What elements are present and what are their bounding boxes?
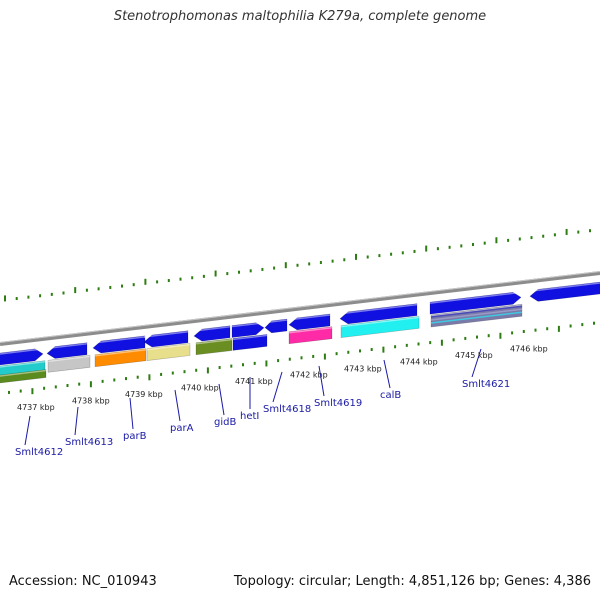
genome-title: Stenotrophomonas maltophilia K279a, comp…	[113, 9, 487, 24]
leader-line	[218, 383, 225, 416]
label-leader-lines	[24, 348, 482, 446]
gene-label: Smlt4621	[462, 379, 510, 390]
leader-line	[174, 389, 181, 422]
leader-line	[74, 406, 79, 436]
gene-highlight	[0, 369, 47, 377]
gene-label: Smlt4618	[263, 404, 311, 415]
gene-highlight	[195, 338, 233, 345]
gene-highlight	[339, 303, 418, 315]
gene-feature	[47, 355, 91, 373]
kbp-label: 4746 kbp	[510, 345, 548, 354]
kbp-label: 4743 kbp	[344, 364, 382, 373]
leader-line	[24, 415, 31, 446]
gene-feature	[288, 313, 331, 331]
gene-highlight	[264, 319, 288, 324]
gene-label: Smlt4612	[15, 447, 63, 458]
gene-highlight	[288, 326, 333, 334]
gene-highlight	[92, 336, 146, 344]
gene-highlight	[430, 304, 523, 317]
gene-highlight	[143, 331, 189, 338]
lower-tick-track	[8, 321, 595, 395]
kbp-label: 4745 kbp	[455, 351, 493, 360]
gene-feature	[232, 334, 268, 351]
position-labels: 4737 kbp 4738 kbp 4739 kbp 4740 kbp 4741 kbp…	[17, 345, 548, 412]
gene-highlight	[429, 291, 522, 304]
gene-label: Smlt4613	[65, 437, 113, 448]
kbp-label: 4741 kbp	[235, 377, 273, 386]
gene-feature	[46, 342, 88, 359]
gene-label: Smlt4619	[314, 398, 362, 409]
gene-feature	[340, 316, 420, 338]
leader-line	[471, 348, 482, 378]
gene-feature	[231, 322, 265, 338]
gene-feature	[94, 348, 147, 368]
leader-line	[318, 365, 325, 397]
gene-highlight	[47, 355, 91, 363]
gene-highlight	[340, 316, 420, 328]
leader-line	[383, 359, 391, 389]
gene-highlight	[146, 343, 191, 351]
gene-label: gidB	[214, 417, 236, 428]
gene-band	[430, 308, 523, 321]
gene-feature	[193, 325, 231, 342]
gene-feature	[339, 303, 418, 325]
gene-highlight	[0, 348, 44, 355]
gene-highlight	[46, 342, 88, 350]
kbp-label: 4744 kbp	[400, 358, 438, 367]
gene-highlight	[288, 314, 331, 321]
gene-highlight	[231, 322, 265, 328]
leader-line	[272, 371, 283, 403]
leader-line	[129, 397, 134, 430]
gene-band	[430, 311, 523, 324]
gene-label: hetI	[240, 411, 259, 422]
gene-feature	[429, 291, 522, 315]
genome-backbone-highlight	[0, 271, 600, 343]
gene-label: parB	[123, 431, 147, 442]
kbp-label: 4738 kbp	[72, 396, 110, 405]
gene-highlight	[232, 334, 268, 341]
gene-feature	[146, 343, 191, 361]
gene-feature	[264, 318, 288, 334]
gene-feature	[288, 326, 333, 345]
gene-highlight	[193, 326, 231, 332]
kbp-label: 4737 kbp	[17, 403, 55, 412]
genome-backbone	[0, 271, 600, 346]
gene-highlight	[529, 282, 600, 293]
gene-feature	[0, 348, 44, 366]
accession-text: Accession: NC_010943	[9, 574, 157, 589]
gene-feature	[143, 330, 189, 348]
gene-label: calB	[380, 390, 401, 401]
gene-highlight	[0, 360, 46, 368]
genome-summary-text: Topology: circular; Length: 4,851,126 bp…	[233, 574, 591, 589]
gene-feature	[195, 338, 233, 356]
gene-label: parA	[170, 423, 194, 434]
gene-features	[0, 281, 600, 384]
kbp-label: 4740 kbp	[181, 384, 219, 393]
kbp-label: 4742 kbp	[290, 371, 328, 380]
gene-feature	[0, 369, 47, 384]
gene-feature	[529, 281, 600, 302]
gene-highlight	[94, 348, 147, 357]
kbp-label: 4739 kbp	[125, 390, 163, 399]
upper-tick-track	[4, 228, 591, 302]
gene-band	[430, 305, 523, 318]
